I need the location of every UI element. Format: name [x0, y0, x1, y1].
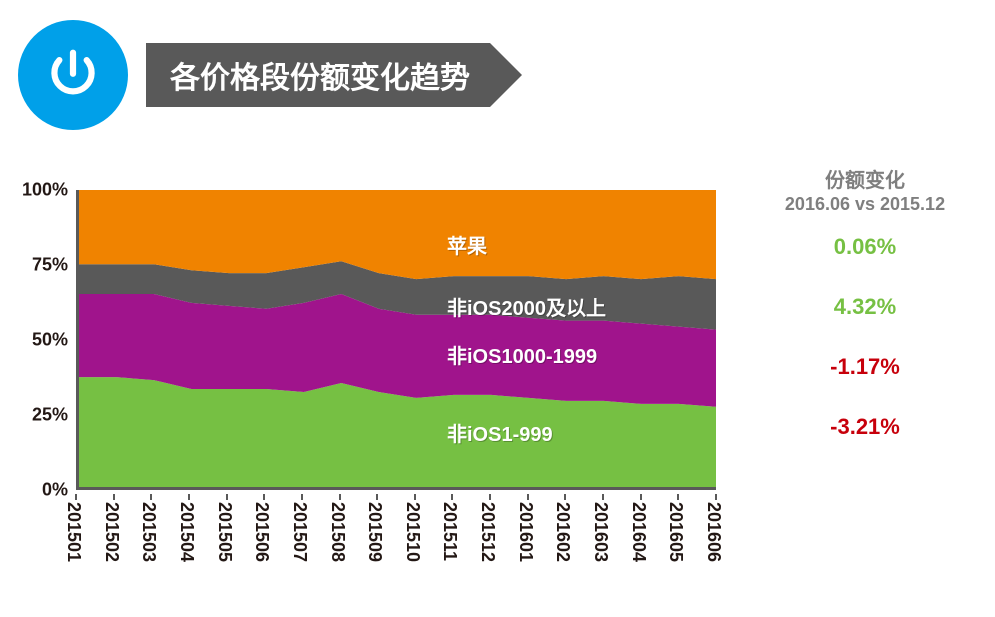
x-tick-label: 201601 — [515, 502, 536, 562]
x-tick — [564, 494, 566, 500]
x-tick — [188, 494, 190, 500]
x-tick-label: 201506 — [251, 502, 272, 562]
series-label-apple: 苹果 — [447, 230, 487, 259]
x-tick-label: 201501 — [63, 502, 84, 562]
side-panel: 份额变化 2016.06 vs 2015.12 0.06%4.32%-1.17%… — [750, 160, 980, 229]
series-label-nonios_2000_plus: 非iOS2000及以上 — [447, 292, 606, 321]
x-tick — [527, 494, 529, 500]
y-tick-label: 25% — [32, 405, 68, 426]
x-tick-label: 201511 — [439, 502, 460, 561]
x-tick — [226, 494, 228, 500]
page-title: 各价格段份额变化趋势 — [170, 53, 470, 97]
x-tick — [677, 494, 679, 500]
x-tick-label: 201510 — [402, 502, 423, 562]
chart-plot: 苹果非iOS2000及以上非iOS1000-1999 非iOS1-999 — [76, 190, 716, 490]
y-tick-label: 100% — [22, 180, 68, 201]
x-axis: 2015012015022015032015042015052015062015… — [76, 494, 716, 614]
change-value-apple: 0.06% — [750, 234, 980, 260]
x-tick-label: 201512 — [477, 502, 498, 562]
y-tick-label: 0% — [42, 480, 68, 501]
x-tick-label: 201505 — [214, 502, 235, 562]
x-tick — [113, 494, 115, 500]
change-value-nonios_1_999: -3.21% — [750, 414, 980, 440]
x-tick-label: 201504 — [176, 502, 197, 562]
content: 0%25%50%75%100% 苹果非iOS2000及以上非iOS1000-19… — [10, 160, 980, 229]
x-tick-label: 201507 — [289, 502, 310, 562]
x-tick-label: 201604 — [628, 502, 649, 562]
series-label-nonios_1_999: 非iOS1-999 — [447, 418, 553, 447]
x-tick-label: 201605 — [665, 502, 686, 562]
power-icon-badge — [18, 20, 128, 130]
x-tick-label: 201509 — [364, 502, 385, 562]
series-label-nonios_1000_1999: 非iOS1000-1999 — [447, 340, 597, 369]
x-tick-label: 201508 — [327, 502, 348, 562]
change-value-nonios_2000_plus: 4.32% — [750, 294, 980, 320]
x-tick — [602, 494, 604, 500]
x-tick-label: 201602 — [552, 502, 573, 562]
header: 各价格段份额变化趋势 — [0, 0, 995, 130]
x-tick — [150, 494, 152, 500]
x-tick — [339, 494, 341, 500]
x-tick — [715, 494, 717, 500]
stacked-area-svg — [79, 190, 716, 487]
change-value-nonios_1000_1999: -1.17% — [750, 354, 980, 380]
side-title: 份额变化 — [750, 168, 980, 194]
y-tick-label: 50% — [32, 330, 68, 351]
x-tick — [451, 494, 453, 500]
x-tick — [376, 494, 378, 500]
x-tick — [489, 494, 491, 500]
x-tick-label: 201606 — [703, 502, 724, 562]
power-icon — [42, 44, 104, 106]
side-subtitle: 2016.06 vs 2015.12 — [750, 194, 980, 215]
x-tick — [414, 494, 416, 500]
x-tick-label: 201503 — [138, 502, 159, 562]
x-tick-label: 201502 — [101, 502, 122, 562]
y-tick-label: 75% — [32, 255, 68, 276]
x-tick — [301, 494, 303, 500]
x-tick — [75, 494, 77, 500]
chart-area: 0%25%50%75%100% 苹果非iOS2000及以上非iOS1000-19… — [10, 160, 750, 229]
title-banner: 各价格段份额变化趋势 — [146, 43, 490, 107]
x-tick — [263, 494, 265, 500]
area-apple — [79, 190, 716, 279]
x-tick — [640, 494, 642, 500]
x-tick-label: 201603 — [590, 502, 611, 562]
